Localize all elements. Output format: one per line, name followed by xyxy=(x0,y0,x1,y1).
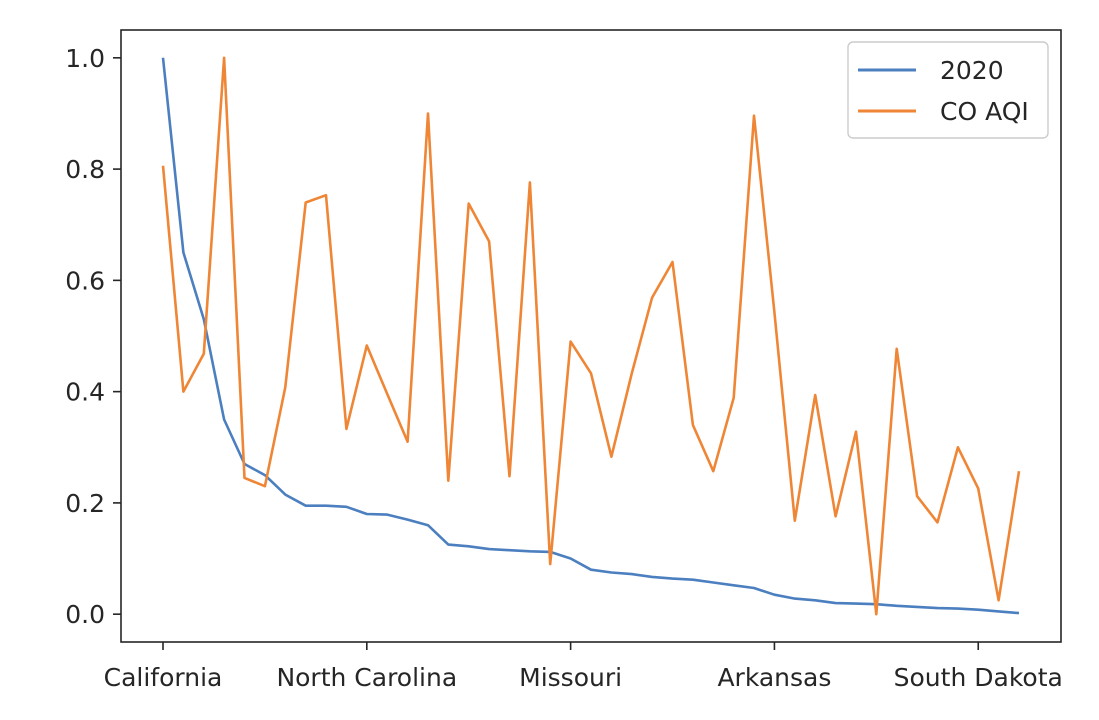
x-tick-label: Arkansas xyxy=(717,663,831,692)
plot-frame xyxy=(120,29,1062,643)
series-layer xyxy=(161,56,1021,616)
legend-label-2020: 2020 xyxy=(940,56,1004,85)
y-tick-label: 0.0 xyxy=(65,600,105,629)
y-tick-label: 0.4 xyxy=(65,378,105,407)
x-tick-label: Missouri xyxy=(519,663,622,692)
x-axis: California North Carolina Missouri Arkansas… xyxy=(104,642,1063,692)
y-tick-label: 0.2 xyxy=(65,489,105,518)
legend-label-co-aqi: CO AQI xyxy=(940,97,1029,126)
y-tick-label: 1.0 xyxy=(65,44,105,73)
x-tick-label: South Dakota xyxy=(894,663,1063,692)
x-tick-label: California xyxy=(104,663,223,692)
series-line-co-aqi xyxy=(161,56,1021,616)
y-axis: 0.0 0.2 0.4 0.6 0.8 1.0 xyxy=(65,44,121,629)
legend-box xyxy=(847,41,1049,139)
legend: 2020 CO AQI xyxy=(847,41,1049,139)
x-tick-label: North Carolina xyxy=(276,663,457,692)
y-tick-label: 0.6 xyxy=(65,266,105,295)
y-tick-label: 0.8 xyxy=(65,155,105,184)
